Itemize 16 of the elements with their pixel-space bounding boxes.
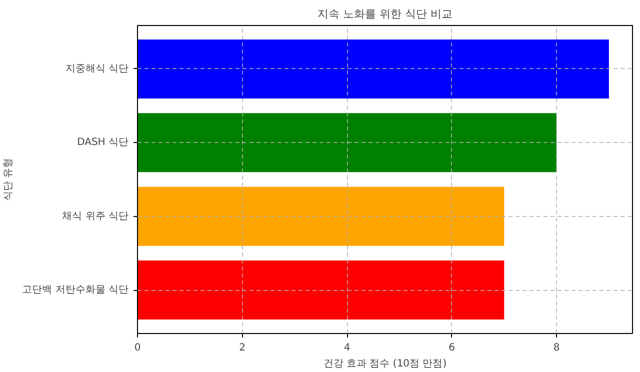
bar — [138, 40, 609, 98]
x-tick-label: 2 — [239, 342, 246, 354]
y-tick-label: 지중해식 식단 — [65, 63, 129, 74]
y-tick-label: 고단백 저탄수화물 식단 — [22, 284, 128, 296]
bar — [138, 186, 504, 246]
y-tick-label: DASH 식단 — [77, 137, 129, 148]
chart-title: 지속 노화를 위한 식단 비교 — [318, 8, 453, 20]
bar — [138, 113, 557, 172]
bar — [138, 260, 504, 320]
y-tick-label: 채식 위주 식단 — [62, 210, 128, 222]
x-tick-label: 4 — [344, 342, 350, 354]
y-axis-title: 식단 유형 — [3, 158, 14, 202]
x-tick-label: 8 — [553, 342, 560, 354]
x-tick-label: 6 — [448, 342, 455, 354]
x-tick-label: 0 — [134, 342, 141, 354]
x-axis-title: 건강 효과 점수 (10점 만점) — [323, 358, 447, 370]
